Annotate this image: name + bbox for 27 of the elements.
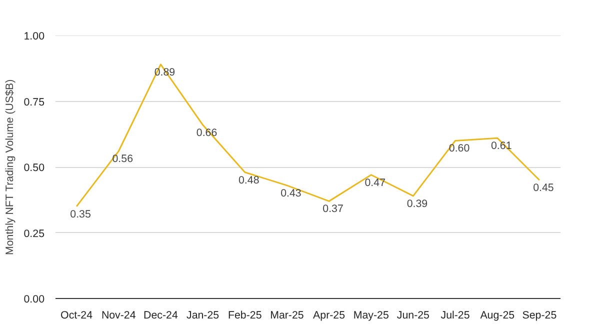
x-tick-label: Jun-25 — [396, 310, 430, 322]
x-tick-label: Apr-25 — [313, 310, 346, 322]
x-tick-label: Nov-24 — [101, 310, 136, 322]
text: 1.00 — [24, 30, 45, 42]
x-tick-label: May-25 — [353, 310, 389, 322]
data-label: 0.47 — [364, 176, 386, 189]
text: 0.75 — [24, 96, 45, 108]
data-label: 0.56 — [112, 153, 134, 166]
y-axis-title: Monthly NFT Trading Volume (US$B) — [4, 79, 16, 256]
x-tick-label: Feb-25 — [228, 310, 262, 322]
data-label: 0.48 — [238, 174, 260, 186]
x-tick-label: Dec-24 — [144, 310, 178, 322]
x-tick-label: Mar-25 — [270, 310, 304, 322]
x-tick-label: Jul-25 — [440, 310, 470, 322]
x-tick-label: Oct-24 — [60, 310, 93, 322]
data-label: 0.60 — [448, 142, 470, 155]
data-label: 0.37 — [322, 203, 344, 216]
x-tick-label: Jan-25 — [186, 310, 220, 322]
text: 0.50 — [24, 162, 45, 174]
text: 0.00 — [24, 294, 45, 306]
data-label: 0.35 — [70, 208, 91, 220]
text: 0.25 — [24, 228, 45, 240]
data-label: 0.45 — [533, 182, 554, 194]
x-tick-label: Sep-25 — [522, 310, 557, 322]
x-tick-label: Aug-25 — [480, 310, 515, 322]
data-label: 0.39 — [406, 198, 428, 210]
data-label: 0.43 — [280, 187, 302, 200]
